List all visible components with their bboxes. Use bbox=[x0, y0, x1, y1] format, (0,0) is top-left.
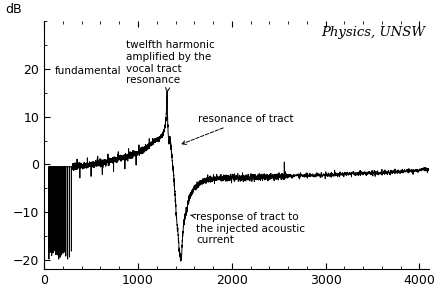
Text: dB: dB bbox=[5, 3, 22, 17]
Text: Physics, UNSW: Physics, UNSW bbox=[321, 26, 425, 39]
Text: response of tract to
the injected acoustic
current: response of tract to the injected acoust… bbox=[191, 212, 305, 245]
Text: twelfth harmonic
amplified by the
vocal tract
resonance: twelfth harmonic amplified by the vocal … bbox=[126, 40, 214, 92]
Text: Hz: Hz bbox=[440, 287, 442, 300]
Text: resonance of tract: resonance of tract bbox=[182, 114, 293, 144]
Text: fundamental: fundamental bbox=[55, 66, 122, 76]
